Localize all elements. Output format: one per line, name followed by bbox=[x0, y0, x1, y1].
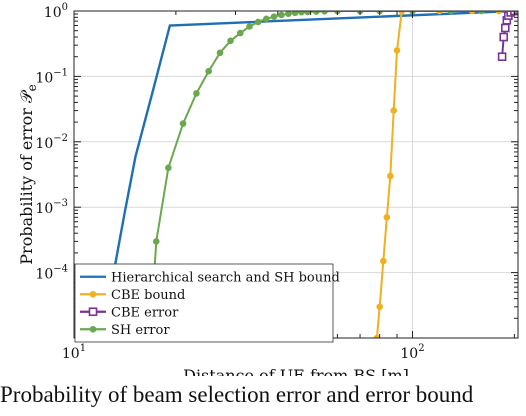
series-line bbox=[375, 11, 518, 338]
data-point bbox=[179, 120, 187, 127]
data-point bbox=[263, 15, 270, 23]
x-tick-label: 101 bbox=[62, 343, 86, 362]
y-axis-label: Probability of error 𝒫e bbox=[17, 84, 39, 264]
y-tick-label-exponent: −2 bbox=[53, 133, 68, 144]
data-point bbox=[193, 90, 200, 97]
data-point bbox=[393, 47, 401, 54]
legend-item: Hierarchical search and SH bound bbox=[80, 270, 340, 285]
data-point bbox=[376, 303, 383, 311]
y-tick-label-exponent: −1 bbox=[53, 67, 68, 78]
y-tick-label: 10−1 bbox=[35, 67, 68, 86]
data-point bbox=[383, 214, 391, 221]
y-tick-label-exponent: −4 bbox=[53, 264, 68, 275]
y-tick-label-exponent: 0 bbox=[62, 2, 68, 13]
series-group bbox=[102, 11, 518, 338]
y-tick-label: 10−3 bbox=[35, 198, 68, 217]
legend: Hierarchical search and SH bound CBE boun… bbox=[74, 263, 340, 343]
data-point bbox=[291, 11, 299, 17]
data-point bbox=[373, 334, 381, 338]
data-point bbox=[165, 164, 172, 172]
data-point bbox=[514, 11, 518, 15]
x-tick-label: 102 bbox=[400, 343, 424, 362]
series-2 bbox=[373, 11, 518, 338]
data-point bbox=[89, 325, 97, 333]
y-tick-label-base: 10 bbox=[44, 5, 62, 21]
data-point bbox=[313, 11, 320, 15]
y-axis-label-subscript: e bbox=[25, 84, 39, 91]
data-point bbox=[497, 52, 507, 62]
data-point bbox=[285, 11, 292, 17]
series-layer bbox=[102, 11, 518, 338]
y-tick-label-base: 10 bbox=[35, 201, 53, 217]
data-point bbox=[89, 290, 97, 298]
data-point bbox=[152, 238, 160, 245]
y-tick-label-base: 10 bbox=[35, 70, 53, 86]
data-point bbox=[246, 23, 253, 30]
legend-label: SH error bbox=[111, 323, 170, 338]
legend-label: CBE error bbox=[111, 305, 179, 320]
x-tick-label-exponent: 1 bbox=[80, 343, 86, 354]
x-tick-label-base: 10 bbox=[400, 346, 418, 362]
y-tick-label: 10−2 bbox=[35, 133, 68, 152]
data-point bbox=[216, 49, 224, 57]
legend-item: CBE bound bbox=[80, 288, 185, 303]
y-tick-label: 10−4 bbox=[35, 264, 68, 283]
legend-label: Hierarchical search and SH bound bbox=[111, 270, 340, 285]
data-point bbox=[500, 23, 510, 33]
data-point bbox=[390, 107, 397, 114]
data-point bbox=[237, 29, 244, 37]
legend-box bbox=[74, 263, 334, 343]
y-tick-label-base: 10 bbox=[35, 267, 53, 283]
data-point bbox=[227, 37, 234, 45]
data-point bbox=[298, 11, 305, 16]
y-axis-label-text: Probability of error 𝒫 bbox=[17, 89, 36, 265]
data-point bbox=[387, 172, 394, 180]
x-tick-label-exponent: 2 bbox=[418, 343, 424, 354]
data-point bbox=[478, 11, 485, 15]
y-tick-label-base: 10 bbox=[35, 136, 53, 152]
data-point bbox=[278, 11, 285, 19]
data-point bbox=[205, 67, 212, 75]
figure-caption: Probability of beam selection error and … bbox=[0, 382, 474, 407]
legend-label: CBE bound bbox=[111, 288, 185, 303]
series-4 bbox=[146, 11, 518, 338]
data-point bbox=[270, 13, 278, 20]
data-point bbox=[499, 32, 509, 42]
y-tick-label-exponent: −3 bbox=[53, 198, 68, 209]
legend-item: SH error bbox=[80, 323, 170, 338]
y-tick-label: 100 bbox=[44, 2, 68, 21]
legend-item: CBE error bbox=[80, 305, 179, 320]
data-point bbox=[254, 18, 262, 26]
x-axis-label: Distance of UE from BS [m] bbox=[183, 366, 409, 376]
data-point bbox=[88, 307, 98, 317]
data-point bbox=[304, 11, 311, 16]
data-point bbox=[380, 257, 387, 265]
data-point bbox=[447, 11, 455, 15]
x-tick-label-base: 10 bbox=[62, 346, 80, 362]
